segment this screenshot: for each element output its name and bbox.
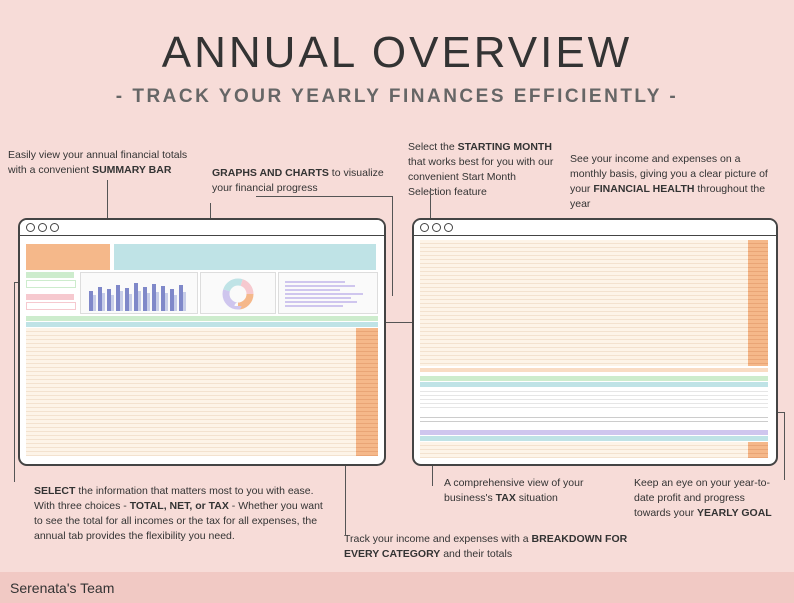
window-titlebar (414, 220, 776, 236)
annual-tab-window (18, 218, 386, 466)
note-bold: TOTAL, NET, or TAX (129, 500, 229, 512)
goal-progress-row (420, 414, 768, 424)
window-dot-icon[interactable] (432, 223, 441, 232)
expense-total-column (748, 240, 768, 366)
note-tax: A comprehensive view of your business's … (444, 476, 594, 506)
footer-brand: Serenata's Team (10, 580, 115, 596)
leader-line (107, 180, 108, 218)
income-selector[interactable] (26, 272, 74, 278)
note-text: and their totals (440, 548, 513, 560)
income-table-body (26, 328, 356, 456)
window-dot-icon[interactable] (26, 223, 35, 232)
window-titlebar (20, 220, 384, 236)
income-table-columns (26, 322, 378, 327)
note-text: to visualize your financial progress (212, 167, 384, 194)
annual-label-box (26, 244, 110, 270)
note-summary-bar: Easily view your annual financial totals… (8, 148, 208, 178)
note-goal: Keep an eye on your year-to-date profit … (634, 476, 784, 521)
note-text: A comprehensive view of your business's (444, 477, 584, 504)
note-bold: YEARLY GOAL (697, 507, 772, 519)
window-dot-icon[interactable] (420, 223, 429, 232)
expense-table-body (420, 240, 748, 366)
note-text: Easily view your annual financial totals… (8, 149, 188, 176)
note-breakdown: Track your income and expenses with a BR… (344, 532, 634, 562)
income-total-column (356, 328, 378, 456)
cashflow-header (420, 376, 768, 381)
note-bold: BREAKDOWN FOR EVERY CATEGORY (344, 533, 628, 560)
note-text: situation (515, 492, 558, 504)
note-text: Keep an eye on your year-to-date profit … (634, 477, 770, 519)
expense-total-field[interactable] (26, 302, 76, 310)
footer: Serenata's Team (0, 572, 794, 603)
window-dot-icon[interactable] (50, 223, 59, 232)
cashflow-columns (420, 382, 768, 387)
tax-columns (420, 436, 768, 441)
page-title: ANNUAL OVERVIEW (161, 28, 633, 77)
note-text: the information that matters most to you… (34, 485, 314, 512)
summary-bar (114, 244, 376, 270)
note-text: throughout the year (570, 183, 766, 210)
leader-line (432, 448, 433, 486)
note-bold: TAX (495, 492, 516, 504)
window-dot-icon[interactable] (444, 223, 453, 232)
note-financial-health: See your income and expenses on a monthl… (570, 152, 780, 212)
donut-chart-icon (222, 278, 254, 310)
note-select: SELECT the information that matters most… (34, 484, 334, 544)
note-bold: FINANCIAL HEALTH (593, 183, 695, 195)
bar-chart-panel (80, 272, 198, 314)
window-dot-icon[interactable] (38, 223, 47, 232)
expense-total-row (420, 368, 768, 372)
note-bold: SUMMARY BAR (92, 164, 172, 176)
note-text: Track your income and expenses with a (344, 533, 532, 545)
bar-chart-icon (89, 283, 186, 311)
leader-line (392, 196, 393, 296)
expense-selector[interactable] (26, 294, 74, 300)
donut-chart-panel (200, 272, 276, 314)
line-chart-panel (278, 272, 378, 314)
leader-line (14, 282, 15, 482)
note-bold: SELECT (34, 485, 76, 497)
income-total-field[interactable] (26, 280, 76, 288)
note-text: that works best for you with our conveni… (408, 156, 554, 198)
cashflow-body (420, 388, 768, 410)
note-text: Select the (408, 141, 458, 153)
tax-total-column (748, 442, 768, 458)
note-bold: GRAPHS AND CHARTS (212, 167, 329, 179)
income-table-header (26, 316, 378, 321)
horizontal-bar-chart-icon (285, 281, 363, 307)
leader-line (430, 188, 431, 223)
note-graphs: GRAPHS AND CHARTS to visualize your fina… (212, 166, 392, 196)
tax-body (420, 442, 748, 458)
note-bold: STARTING MONTH (457, 141, 552, 153)
leader-line (784, 412, 785, 480)
page-subtitle: - TRACK YOUR YEARLY FINANCES EFFICIENTLY… (115, 86, 679, 107)
note-text: See your income and expenses on a monthl… (570, 153, 768, 195)
note-starting-month: Select the STARTING MONTH that works bes… (408, 140, 558, 200)
note-text: - Whether you want to see the total for … (34, 500, 323, 542)
leader-line (256, 196, 392, 197)
monthly-tab-window (412, 218, 778, 466)
tax-header (420, 430, 768, 435)
leader-line (210, 203, 211, 225)
